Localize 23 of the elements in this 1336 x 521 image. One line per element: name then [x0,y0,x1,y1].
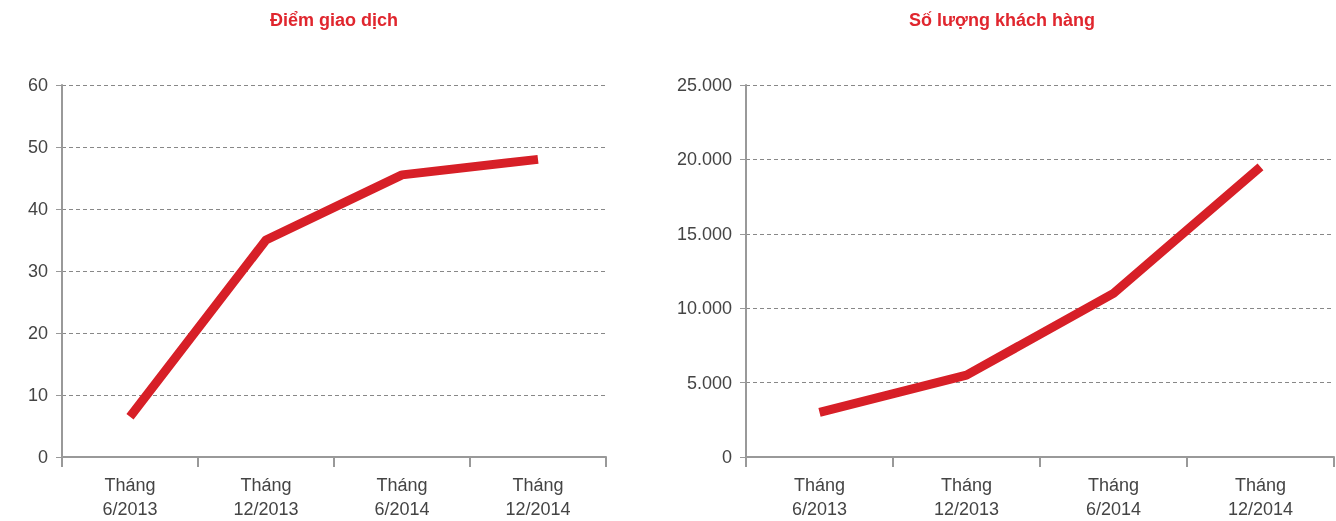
x-tick-label: Tháng 6/2014 [374,475,430,519]
y-tick-label: 0 [37,447,48,467]
x-tick-label: Tháng 6/2013 [791,475,848,519]
y-tick-label: 15.000 [676,223,732,244]
chart-title: Số lượng khách hàng [909,10,1095,30]
y-tick-label: 10 [27,385,48,405]
x-tick-label: Tháng 12/2014 [505,475,571,519]
y-tick-label: 0 [721,447,732,467]
y-tick-label: 10.000 [676,298,732,319]
y-tick-label: 20 [27,323,48,343]
y-tick-label: 50 [27,137,48,157]
y-tick-label: 20.000 [676,149,732,170]
x-tick-label: Tháng 12/2013 [933,475,1000,519]
x-tick-label: Tháng 6/2014 [1085,475,1142,519]
y-tick-label: 40 [27,199,48,219]
chart-title: Điểm giao dịch [269,10,399,30]
y-tick-label: 25.000 [676,75,732,95]
x-tick-label: Tháng 12/2013 [233,475,299,519]
y-tick-label: 30 [27,261,48,281]
y-tick-label: 5.000 [686,372,732,393]
y-tick-label: 60 [27,75,48,95]
x-tick-label: Tháng 12/2014 [1227,475,1294,519]
x-tick-label: Tháng 6/2013 [102,475,158,519]
